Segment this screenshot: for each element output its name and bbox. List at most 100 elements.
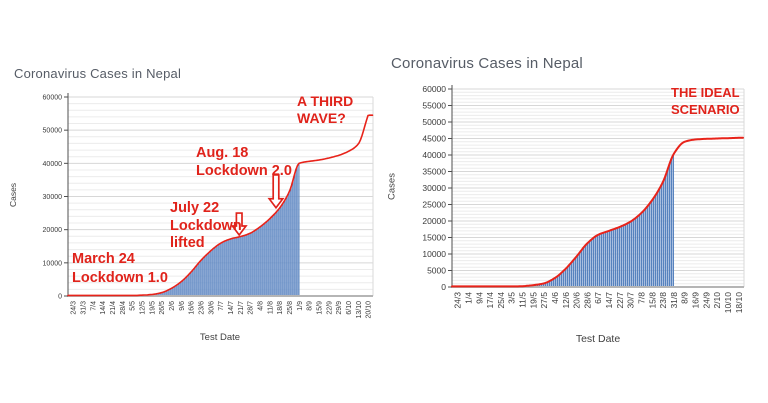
x-tick-label: 21/4 xyxy=(110,301,117,315)
annotation-line: Lockdown 1.0 xyxy=(72,270,168,286)
x-tick-label: 20/6 xyxy=(572,292,582,309)
x-tick-label: 22/7 xyxy=(615,292,625,309)
left-x-axis-title: Test Date xyxy=(199,332,241,343)
y-tick-label: 20000 xyxy=(43,227,63,234)
x-tick-label: 11/8 xyxy=(267,301,274,314)
bars-series xyxy=(457,154,674,287)
x-tick-label: 3/5 xyxy=(507,292,517,304)
x-tick-label: 7/7 xyxy=(218,301,225,311)
y-tick-label: 35000 xyxy=(422,167,446,177)
right-x-axis-title: Test Date xyxy=(575,333,621,345)
y-tick-label: 0 xyxy=(58,294,62,301)
x-tick-label: 9/4 xyxy=(474,292,484,304)
x-tick-label: 4/8 xyxy=(258,301,265,311)
annotation-line: March 24 xyxy=(72,251,135,267)
x-tick-label: 12/5 xyxy=(139,301,146,315)
x-tick-label: 31/8 xyxy=(669,292,679,309)
x-tick-label: 26/5 xyxy=(159,301,166,315)
trend-line xyxy=(451,136,744,288)
x-tick-label: 18/10 xyxy=(734,292,744,314)
x-tick-label: 9/6 xyxy=(179,301,186,311)
bars-series xyxy=(72,163,300,296)
x-tick-label: 22/9 xyxy=(326,301,333,315)
x-tick-label: 19/5 xyxy=(528,292,538,309)
y-tick-label: 60000 xyxy=(422,84,446,94)
y-tick-label: 55000 xyxy=(422,101,446,111)
arrow-markers xyxy=(230,174,285,237)
x-tick-label: 28/6 xyxy=(582,292,592,309)
x-tick-label: 29/9 xyxy=(336,301,343,315)
annotation-line: Aug. 18 xyxy=(196,145,249,161)
x-tick-label: 16/6 xyxy=(189,301,196,315)
x-tick-label: 5/5 xyxy=(130,301,137,311)
x-tick-label: 1/9 xyxy=(297,301,304,311)
x-tick-label: 25/4 xyxy=(496,292,506,309)
x-tick-labels: 24/3 1/4 9/4 17/4 25/4 3/5 11/5 19/5 27/5 4/6 12/6… xyxy=(453,292,744,314)
x-tick-label: 19/5 xyxy=(149,301,156,315)
x-tick-labels: 24/3 31/3 7/4 14/4 21/4 28/4 5/5 12/5 19/5 26/5 2/… xyxy=(71,301,373,319)
x-tick-label: 24/3 xyxy=(453,292,463,309)
y-tick-label: 10000 xyxy=(422,249,446,259)
x-tick-label: 1/4 xyxy=(463,292,473,304)
down-arrow-icon xyxy=(230,212,248,237)
x-tick-label: 31/3 xyxy=(80,301,87,315)
y-tick-label: 10000 xyxy=(43,260,63,267)
right-chart-plot: 0 5000 10000 15000 20000 25000 30000 35000 40000… xyxy=(422,84,745,314)
y-tick-label: 0 xyxy=(441,282,446,292)
x-tick-label: 14/4 xyxy=(100,301,107,315)
x-tick-label: 11/5 xyxy=(518,292,528,308)
x-tick-label: 7/8 xyxy=(636,292,646,304)
x-tick-label: 23/8 xyxy=(658,292,668,309)
left-y-axis-title: Cases xyxy=(8,182,18,208)
x-tick-label: 15/9 xyxy=(317,301,324,315)
annotation-line: lifted xyxy=(170,235,205,251)
annotation-line: WAVE? xyxy=(297,109,346,126)
y-tick-label: 40000 xyxy=(43,161,63,168)
y-tick-label: 30000 xyxy=(422,183,446,193)
down-arrow-icon xyxy=(267,174,285,210)
x-tick-label: 24/9 xyxy=(701,292,711,309)
x-tick-label: 16/9 xyxy=(691,292,701,309)
y-tick-label: 60000 xyxy=(43,95,63,102)
annotation-lockdown-2: Aug. 18 Lockdown 2.0 xyxy=(196,145,292,180)
trend-line xyxy=(67,114,374,297)
annotation-ideal-scenario: THE IDEAL SCENARIO xyxy=(671,84,740,118)
x-tick-label: 7/4 xyxy=(90,301,97,311)
right-y-axis-title: Cases xyxy=(386,173,398,200)
y-tick-label: 30000 xyxy=(43,194,63,201)
y-tick-label: 25000 xyxy=(422,200,446,210)
x-tick-label: 8/9 xyxy=(680,292,690,304)
x-tick-label: 12/6 xyxy=(561,292,571,309)
x-tick-label: 28/7 xyxy=(248,301,255,315)
x-tick-label: 10/10 xyxy=(723,292,733,314)
x-tick-label: 6/10 xyxy=(346,301,353,315)
y-tick-label: 40000 xyxy=(422,150,446,160)
y-tick-label: 50000 xyxy=(422,117,446,127)
left-chart-title: Coronavirus Cases in Nepal xyxy=(14,66,182,81)
x-tick-label: 28/4 xyxy=(120,301,127,315)
x-tick-label: 2/10 xyxy=(712,292,722,309)
x-tick-label: 14/7 xyxy=(604,292,614,309)
x-tick-label: 30/7 xyxy=(626,292,636,309)
y-tick-label: 5000 xyxy=(427,266,446,276)
x-tick-label: 15/8 xyxy=(647,292,657,309)
x-tick-label: 25/8 xyxy=(287,301,294,315)
annotation-line: THE IDEAL xyxy=(671,85,740,100)
y-tick-label: 15000 xyxy=(422,233,446,243)
annotation-lockdown-lifted: July 22 Lockdown lifted xyxy=(170,200,242,253)
y-tick-label: 20000 xyxy=(422,216,446,226)
annotation-line: SCENARIO xyxy=(671,102,740,117)
x-tick-label: 27/5 xyxy=(539,292,549,309)
annotation-line: Lockdown xyxy=(170,217,242,234)
x-tick-label: 4/6 xyxy=(550,292,560,304)
x-tick-label: 24/3 xyxy=(71,301,78,315)
annotation-lockdown-1: March 24 Lockdown 1.0 xyxy=(72,250,168,288)
y-tick-label: 50000 xyxy=(43,128,63,135)
annotation-line: Lockdown 2.0 xyxy=(196,162,292,179)
x-tick-label: 17/4 xyxy=(485,292,495,309)
x-tick-label: 30/6 xyxy=(208,301,215,315)
x-tick-label: 14/7 xyxy=(228,301,235,315)
